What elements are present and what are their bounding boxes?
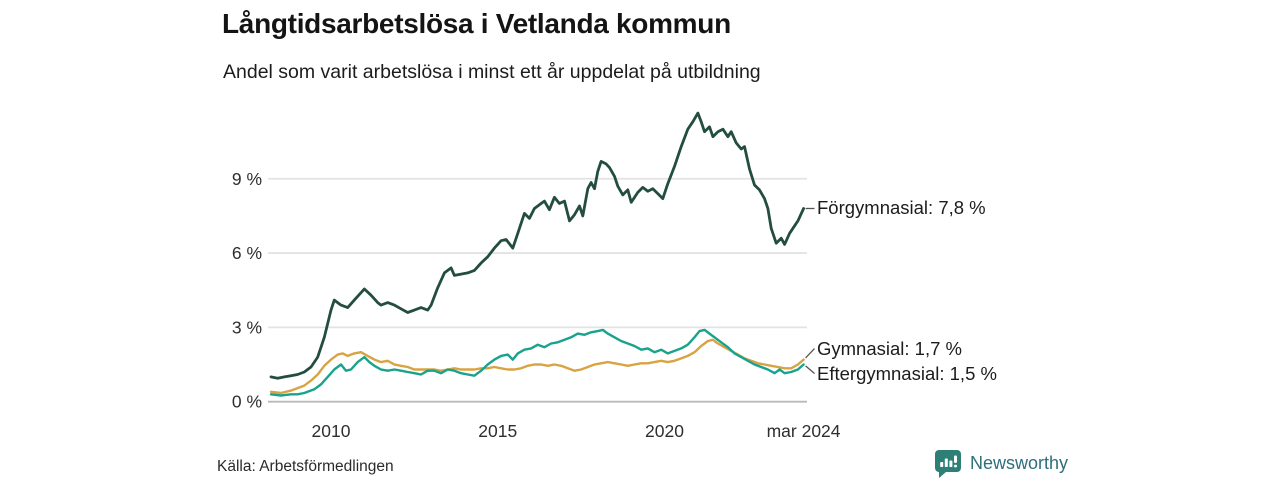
y-tick-label: 9 % [232, 169, 262, 189]
series-line-förgymnasial [269, 111, 805, 380]
label-connector [805, 348, 815, 359]
series-line-gymnasial [269, 338, 805, 395]
page-title: Långtidsarbetslösa i Vetlanda kommun [222, 8, 731, 39]
label-connector [805, 365, 815, 375]
series-end-label-eftergymnasial: Eftergymnasial: 1,5 % [817, 362, 997, 384]
newsworthy-brand: Newsworthy [934, 449, 1068, 478]
x-tick-label: 2010 [312, 421, 351, 441]
newsworthy-logo-icon [935, 450, 961, 478]
y-tick-label: 3 % [232, 317, 262, 337]
y-tick-label: 6 % [232, 243, 262, 263]
series-end-label-forgymnasial: Förgymnasial: 7,8 % [817, 197, 986, 219]
y-tick-label: 0 % [232, 392, 262, 412]
source-note: Källa: Arbetsförmedlingen [217, 458, 394, 475]
newsworthy-brand-name: Newsworthy [970, 453, 1069, 473]
page-subtitle: Andel som varit arbetslösa i minst ett å… [223, 61, 761, 83]
series-end-label-gymnasial: Gymnasial: 1,7 % [817, 337, 962, 359]
x-tick-label: 2015 [478, 421, 517, 441]
x-tick-label: mar 2024 [767, 421, 841, 441]
x-tick-label: 2020 [645, 421, 684, 441]
series-line-eftergymnasial [269, 328, 805, 397]
